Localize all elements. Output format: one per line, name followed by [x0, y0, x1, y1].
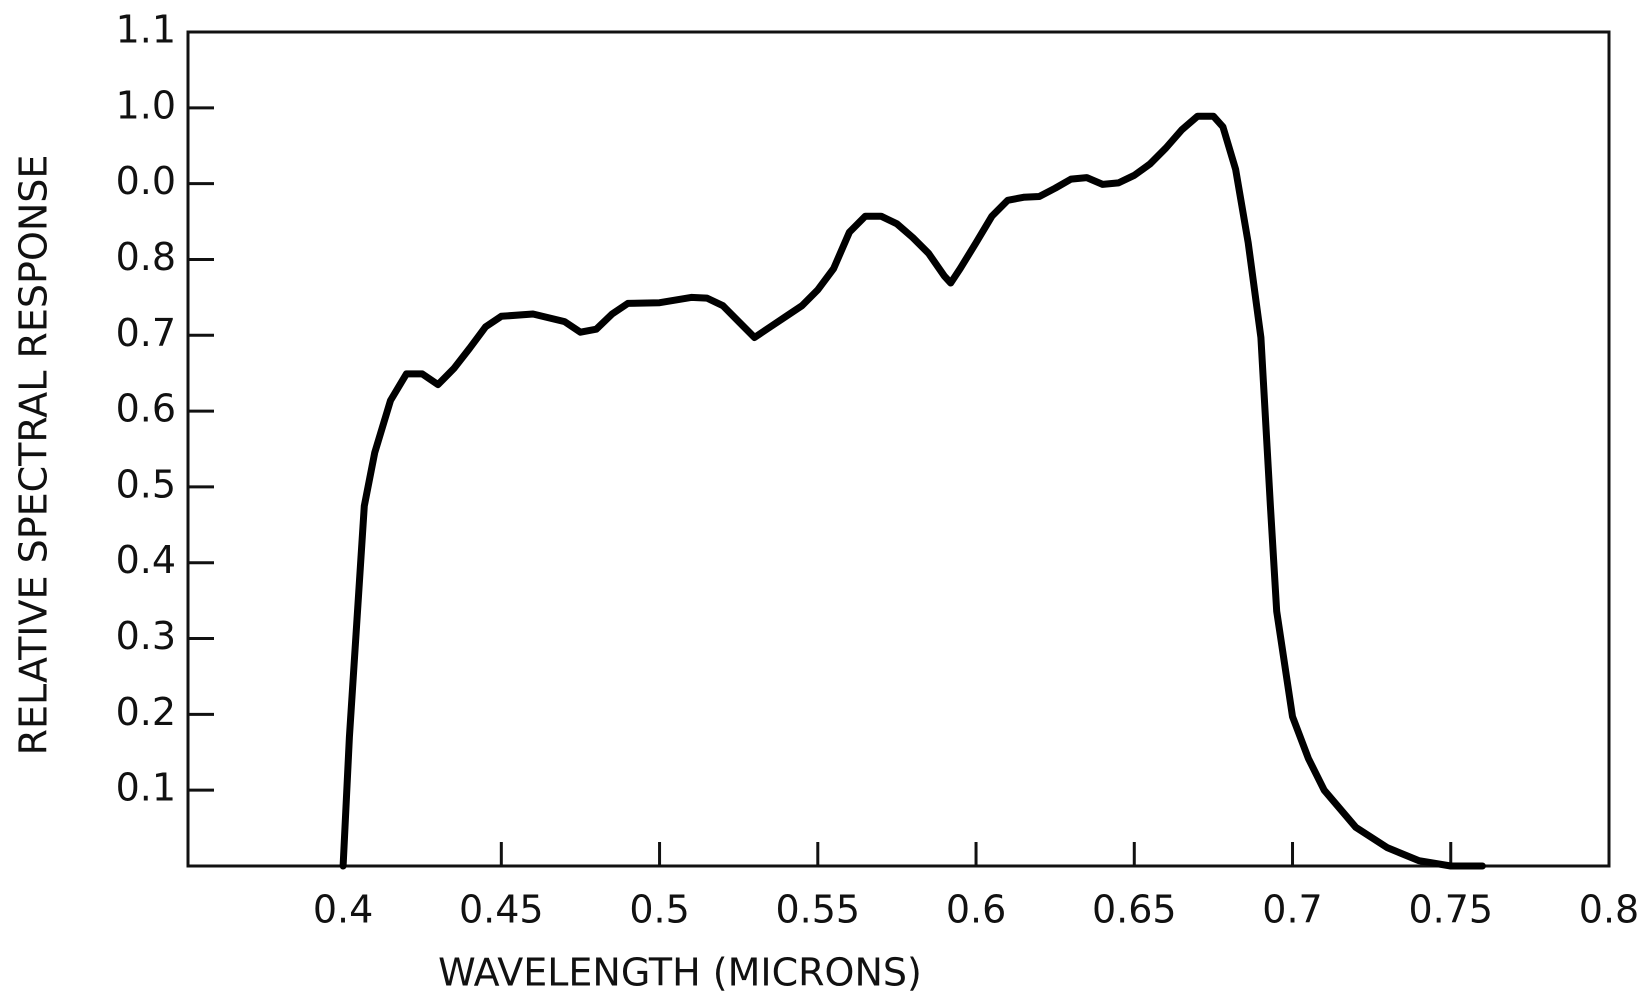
y-tick-label: 0.5	[116, 462, 176, 506]
x-tick-label: 0.4	[313, 888, 373, 932]
x-tick-label: 0.8	[1579, 888, 1639, 932]
x-tick-label: 0.55	[775, 888, 860, 932]
y-tick-label: 0.6	[116, 387, 176, 431]
y-tick-label: 1.1	[116, 8, 176, 52]
y-tick-label: 0.2	[116, 690, 176, 734]
x-tick-label: 0.7	[1262, 888, 1322, 932]
y-axis-label: RELATIVE SPECTRAL RESPONSE	[12, 155, 56, 756]
response-curve	[339, 112, 1486, 870]
x-axis-label: WAVELENGTH (MICRONS)	[438, 951, 922, 995]
y-tick-label: 1.0	[116, 83, 176, 127]
y-tick-label: 0.4	[116, 538, 176, 582]
x-tick-label: 0.45	[459, 888, 544, 932]
plot-frame	[186, 30, 1611, 868]
y-tick-label: 0.3	[116, 614, 176, 658]
y-tick-label: 0.1	[116, 766, 176, 810]
x-tick-label: 0.75	[1408, 888, 1493, 932]
x-tick-label: 0.65	[1092, 888, 1177, 932]
x-tick-label: 0.5	[629, 888, 689, 932]
y-tick-label: 0.7	[116, 311, 176, 355]
y-tick-label: 0.8	[116, 235, 176, 279]
y-tick-label: 0.0	[116, 159, 176, 203]
x-tick-label: 0.6	[946, 888, 1006, 932]
